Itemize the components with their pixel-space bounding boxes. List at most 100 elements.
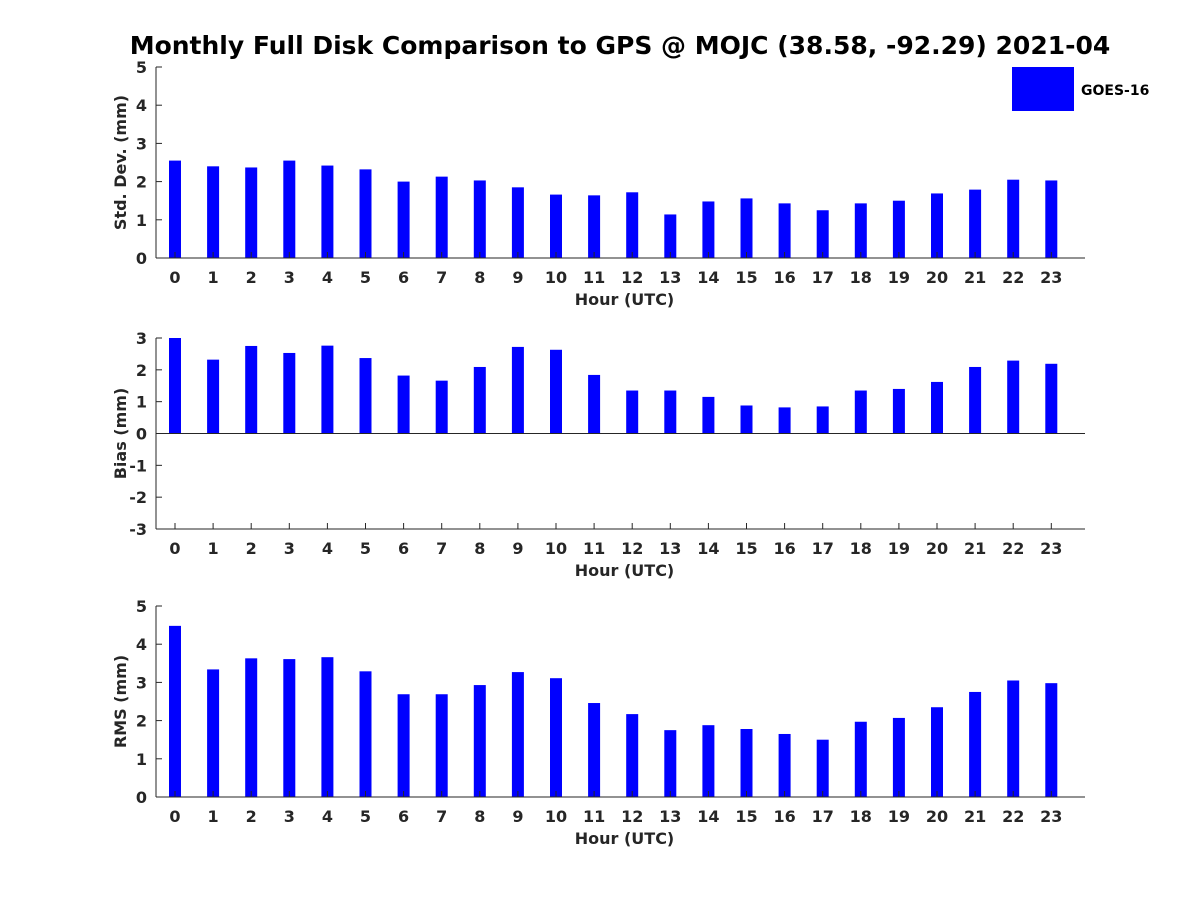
bias-ylabel: Bias (mm) xyxy=(111,388,130,480)
rms-bar-7 xyxy=(435,694,448,797)
std-dev-bar-2 xyxy=(245,167,258,258)
bias-bar-10 xyxy=(550,349,562,434)
std-dev-bar-20 xyxy=(931,193,943,258)
std-dev-xtick-label-10: 10 xyxy=(545,268,567,287)
bias-ytick-label--3: -3 xyxy=(129,520,147,539)
std-dev-xtick-label-7: 7 xyxy=(436,268,447,287)
bias-xtick-label-11: 11 xyxy=(583,539,605,558)
rms-bar-13 xyxy=(664,730,677,797)
std-dev-bar-18 xyxy=(854,203,867,258)
rms-xtick-label-5: 5 xyxy=(360,807,371,826)
bias-bar-15 xyxy=(740,405,753,434)
rms-bar-19 xyxy=(892,717,905,797)
legend: GOES-16 xyxy=(1012,67,1149,111)
std-dev-xtick-label-3: 3 xyxy=(284,268,295,287)
std-dev-bar-9 xyxy=(511,187,524,258)
std-dev-ytick-label-4: 4 xyxy=(136,96,147,115)
bias-bar-19 xyxy=(892,388,905,434)
legend-label: GOES-16 xyxy=(1081,83,1149,99)
bias-xtick-label-23: 23 xyxy=(1040,539,1062,558)
std-dev-xtick-label-20: 20 xyxy=(926,268,948,287)
bias-xtick-label-12: 12 xyxy=(621,539,643,558)
bias-bar-11 xyxy=(588,374,601,434)
rms-xtick-label-8: 8 xyxy=(474,807,485,826)
rms-bar-23 xyxy=(1045,683,1058,797)
rms-ylabel: RMS (mm) xyxy=(111,655,130,748)
std-dev-xtick-label-8: 8 xyxy=(474,268,485,287)
rms-xtick-label-16: 16 xyxy=(773,807,795,826)
bias-xtick-label-15: 15 xyxy=(735,539,757,558)
rms-xtick-label-6: 6 xyxy=(398,807,409,826)
rms-bar-11 xyxy=(588,703,601,797)
rms-xtick-label-15: 15 xyxy=(735,807,757,826)
rms-bar-22 xyxy=(1007,680,1020,797)
rms-bar-2 xyxy=(245,658,258,797)
bias-bar-21 xyxy=(969,366,982,434)
std-dev-ylabel: Std. Dev. (mm) xyxy=(111,95,130,230)
std-dev-xtick-label-16: 16 xyxy=(773,268,795,287)
rms-bar-0 xyxy=(169,625,181,797)
std-dev-xtick-label-19: 19 xyxy=(888,268,910,287)
bias-ytick-label-3: 3 xyxy=(136,329,147,348)
bias-ytick-label-1: 1 xyxy=(136,393,147,412)
rms-xtick-label-14: 14 xyxy=(697,807,719,826)
std-dev-xtick-label-22: 22 xyxy=(1002,268,1024,287)
rms-xtick-label-17: 17 xyxy=(812,807,834,826)
rms-xtick-label-21: 21 xyxy=(964,807,986,826)
rms-bar-20 xyxy=(931,707,943,797)
std-dev-xtick-label-18: 18 xyxy=(850,268,872,287)
bias-ytick-label-0: 0 xyxy=(136,425,147,444)
bias-xtick-label-5: 5 xyxy=(360,539,371,558)
bias-xtick-label-4: 4 xyxy=(322,539,333,558)
std-dev-xtick-label-1: 1 xyxy=(208,268,219,287)
rms-bar-17 xyxy=(816,739,829,797)
bias-bar-16 xyxy=(778,407,791,434)
std-dev-xtick-label-23: 23 xyxy=(1040,268,1062,287)
bias-bar-22 xyxy=(1007,360,1020,434)
std-dev-xtick-label-4: 4 xyxy=(322,268,333,287)
std-dev-bar-5 xyxy=(359,169,372,258)
std-dev-xtick-label-17: 17 xyxy=(812,268,834,287)
rms-xtick-label-7: 7 xyxy=(436,807,447,826)
rms-xtick-label-2: 2 xyxy=(246,807,257,826)
rms-xtick-label-11: 11 xyxy=(583,807,605,826)
rms-bar-5 xyxy=(359,671,372,797)
bias-xtick-label-19: 19 xyxy=(888,539,910,558)
std-dev-xlabel: Hour (UTC) xyxy=(575,290,675,309)
std-dev-bar-10 xyxy=(550,194,562,258)
bias-bar-4 xyxy=(321,345,334,434)
bias-ytick-label--2: -2 xyxy=(129,488,147,507)
bias-xtick-label-0: 0 xyxy=(169,539,180,558)
std-dev-ytick-label-3: 3 xyxy=(136,134,147,153)
std-dev-xtick-label-11: 11 xyxy=(583,268,605,287)
bias-xtick-label-6: 6 xyxy=(398,539,409,558)
bias-bar-13 xyxy=(664,390,677,434)
bias-xtick-label-8: 8 xyxy=(474,539,485,558)
bias-xtick-label-14: 14 xyxy=(697,539,719,558)
bias-xtick-label-13: 13 xyxy=(659,539,681,558)
std-dev-ytick-label-1: 1 xyxy=(136,211,147,230)
bias-bar-6 xyxy=(397,375,410,434)
std-dev-bar-14 xyxy=(702,201,715,258)
std-dev-xtick-label-15: 15 xyxy=(735,268,757,287)
std-dev-xtick-label-9: 9 xyxy=(512,268,523,287)
rms-xlabel: Hour (UTC) xyxy=(575,829,675,848)
rms-ytick-label-2: 2 xyxy=(136,712,147,731)
std-dev-xtick-label-0: 0 xyxy=(169,268,180,287)
bias-xtick-label-16: 16 xyxy=(773,539,795,558)
bias-bar-18 xyxy=(854,390,867,434)
bias-xtick-label-22: 22 xyxy=(1002,539,1024,558)
bias-xtick-label-7: 7 xyxy=(436,539,447,558)
rms-ytick-label-4: 4 xyxy=(136,635,147,654)
rms-bar-3 xyxy=(283,659,296,797)
bias-bar-1 xyxy=(207,359,220,434)
rms-bar-15 xyxy=(740,729,753,797)
std-dev-ytick-label-0: 0 xyxy=(136,249,147,268)
rms-bar-16 xyxy=(778,733,791,797)
bias-xtick-label-1: 1 xyxy=(208,539,219,558)
rms-bar-6 xyxy=(397,694,410,797)
std-dev-xtick-label-2: 2 xyxy=(246,268,257,287)
bias-xtick-label-2: 2 xyxy=(246,539,257,558)
